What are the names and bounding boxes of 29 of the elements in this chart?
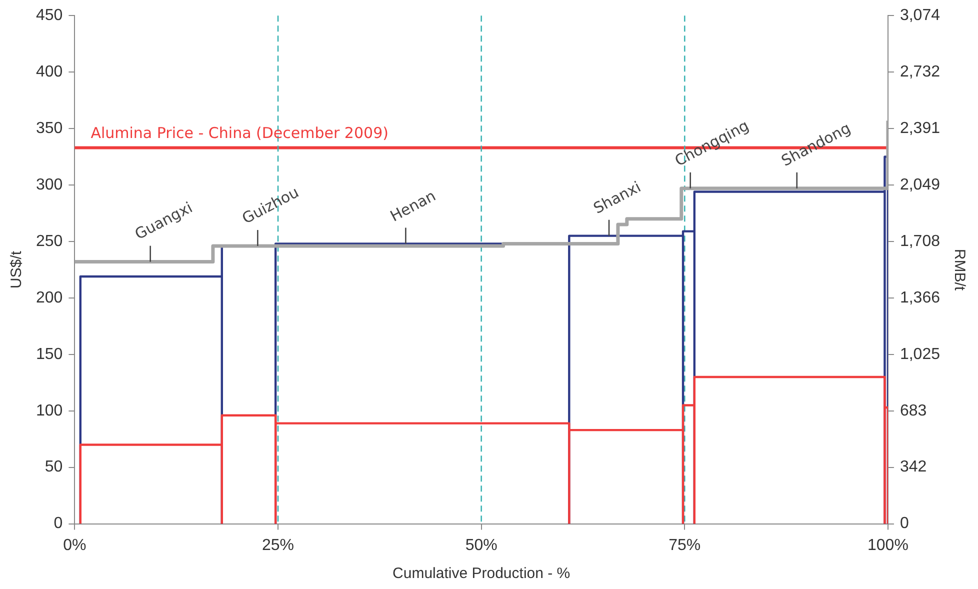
y-tick-label: 100 [36,402,63,420]
y2-tick-label: 2,391 [900,120,940,137]
x-tick-label: 0% [63,536,86,554]
y2-tick-label: 1,708 [900,232,940,250]
y2-tick-label: 0 [900,515,909,532]
y2-tick-label: 683 [900,402,927,420]
x-tick-label: 100% [868,536,908,554]
y2-tick-label: 1,025 [900,346,940,363]
y-tick-label: 150 [36,346,63,363]
ref-line-label: Alumina Price - China (December 2009) [90,124,388,142]
y2-tick-label: 3,074 [900,7,940,24]
y2-tick-label: 2,049 [900,176,940,194]
x-axis-title: Cumulative Production - % [392,565,570,582]
y2-tick-label: 342 [900,458,927,476]
x-tick-label: 50% [465,536,498,554]
y-axis-title: US$/t [8,250,26,288]
y-tick-label: 450 [36,7,63,24]
y2-tick-label: 1,366 [900,289,940,306]
y-tick-label: 0 [54,515,63,532]
x-tick-label: 75% [668,536,701,554]
y-tick-label: 350 [36,120,63,137]
y-tick-label: 200 [36,289,63,306]
y-tick-label: 300 [36,176,63,194]
y-tick-label: 250 [36,232,63,250]
x-tick-label: 25% [262,536,294,554]
y-tick-label: 50 [44,458,63,476]
y2-tick-label: 2,732 [900,64,940,81]
y2-axis-title: RMB/t [950,248,968,292]
y-tick-label: 400 [36,63,63,80]
